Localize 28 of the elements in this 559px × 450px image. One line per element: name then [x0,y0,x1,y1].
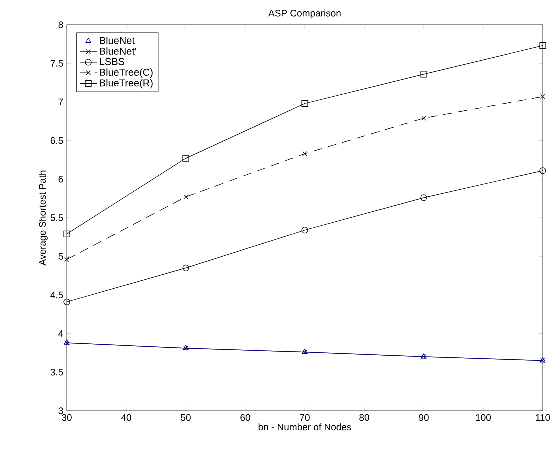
y-tick-label: 6 [58,176,64,183]
legend-label: LSBS [100,58,125,66]
x-tick-label: 60 [240,414,250,422]
y-tick-label: 5.5 [50,214,64,222]
x-tick-label: 50 [181,414,191,422]
y-tick-label: 8 [58,22,64,28]
legend-label: BlueTree(R) [100,79,153,89]
x-tick-label: 100 [476,414,492,422]
x-tick-label: 80 [360,414,370,422]
y-tick-label: 4 [58,330,64,338]
x-tick-label: 40 [121,414,132,422]
y-tick-label: 7.5 [50,60,64,67]
y-tick-label: 6.5 [50,137,64,144]
legend-label: BlueNet [100,36,135,44]
y-axis-title: Average Shortest Path [39,170,48,266]
y-tick-label: 5 [58,253,64,260]
y-tick-label: 4.5 [50,292,64,299]
x-axis-title: bn - Number of Nodes [258,424,352,431]
y-tick-label: 3 [58,408,64,414]
legend-label: BlueTree(C) [100,68,153,78]
legend-label: BlueNet' [100,48,136,55]
x-tick-label: 90 [419,414,429,422]
x-tick-label: 70 [300,414,310,422]
y-tick-label: 7 [58,98,64,106]
chart-title: ASP Comparison [268,10,341,19]
x-tick-label: 110 [536,414,550,422]
y-tick-label: 3.5 [50,369,64,376]
x-tick-label: 30 [62,414,72,422]
